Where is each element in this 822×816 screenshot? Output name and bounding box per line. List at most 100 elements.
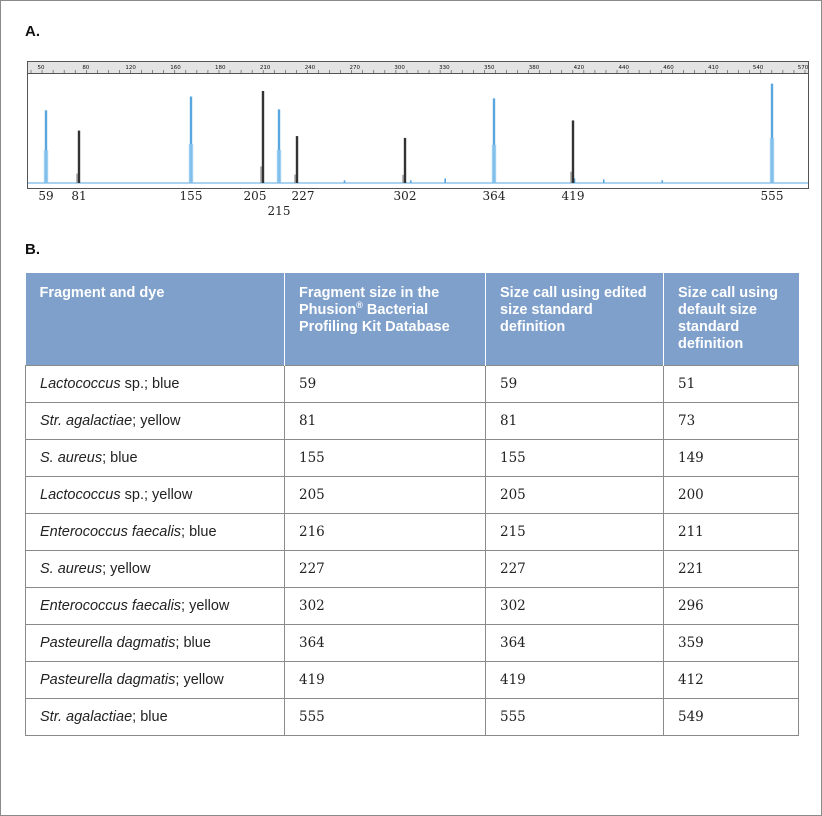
header-edited-size-call: Size call using edited size standard def… <box>485 273 664 366</box>
default-size-call-cell: 51 <box>663 365 799 403</box>
dye-name: ; blue <box>175 635 211 651</box>
registered-mark: ® <box>356 300 363 311</box>
edited-size-call-cell: 59 <box>485 365 664 403</box>
scale-tick-label: 420 <box>574 65 585 71</box>
edited-size-call-cell: 227 <box>485 550 664 588</box>
peak-label: 302 <box>393 189 417 203</box>
peak-label: 205 <box>243 189 267 203</box>
peak-shoulder <box>402 174 404 183</box>
peak-shoulder <box>769 138 775 183</box>
species-name: S. aureus <box>40 561 103 577</box>
peak-blue <box>770 83 774 183</box>
dye-name: sp.; blue <box>120 376 180 392</box>
scale-tick-label: 270 <box>350 65 361 71</box>
peak-yellow <box>295 136 299 183</box>
peak-shoulder <box>188 144 194 183</box>
dye-name: ; yellow <box>175 672 224 688</box>
edited-size-call-cell: 555 <box>485 698 664 736</box>
table-row: Str. agalactiae; yellow 81 81 73 <box>25 402 799 440</box>
table-row: S. aureus; yellow 227 227 221 <box>25 550 799 588</box>
fragment-dye-cell: Lactococcus sp.; yellow <box>25 476 285 514</box>
header-fragment-dye: Fragment and dye <box>25 273 285 366</box>
noise-peak <box>444 178 446 183</box>
scale-tick-label: 350 <box>484 65 495 71</box>
plot-border <box>27 61 809 189</box>
fragment-dye-cell: Enterococcus faecalis; blue <box>25 513 285 551</box>
dye-name: sp.; yellow <box>120 487 193 503</box>
scale-tick-label: 440 <box>618 65 629 71</box>
scale-tick-label: 570 <box>798 65 809 71</box>
species-name: Pasteurella dagmatis <box>40 672 176 688</box>
noise-peak <box>602 179 605 183</box>
default-size-call-cell: 359 <box>663 624 799 662</box>
table-row: Enterococcus faecalis; blue 216 215 211 <box>25 513 799 551</box>
fragment-size-cell: 59 <box>284 365 486 403</box>
table-row: S. aureus; blue 155 155 149 <box>25 439 799 477</box>
table-row: Lactococcus sp.; blue 59 59 51 <box>25 365 799 403</box>
table-row: Enterococcus faecalis; yellow 302 302 296 <box>25 587 799 625</box>
peak-shoulder <box>294 174 296 183</box>
peak-shoulder <box>43 150 49 183</box>
fragment-dye-cell: S. aureus; blue <box>25 439 285 477</box>
section-b-label: B. <box>25 241 40 258</box>
scale-tick-label: 50 <box>38 65 45 71</box>
fragment-size-cell: 364 <box>284 624 486 662</box>
scale-tick-label: 80 <box>82 65 89 71</box>
species-name: Lactococcus <box>40 376 121 392</box>
peak-shoulder <box>491 144 497 183</box>
default-size-call-cell: 73 <box>663 402 799 440</box>
edited-size-call-cell: 205 <box>485 476 664 514</box>
peak-blue <box>492 98 496 183</box>
edited-size-call-cell: 364 <box>485 624 664 662</box>
scale-tick-label: 300 <box>394 65 405 71</box>
peak-label: 419 <box>561 189 585 203</box>
peak-blue <box>189 96 193 183</box>
fragment-dye-cell: Lactococcus sp.; blue <box>25 365 285 403</box>
fragment-dye-cell: Str. agalactiae; blue <box>25 698 285 736</box>
peak-label: 81 <box>71 189 87 203</box>
peak-yellow <box>571 120 575 183</box>
peak-yellow <box>403 137 407 183</box>
electropherogram: 50 80 120 160 180 210 240 270 300 330 350 380 420 440… <box>27 61 809 189</box>
table-row: Lactococcus sp.; yellow 205 205 200 <box>25 476 799 514</box>
fragment-dye-cell: S. aureus; yellow <box>25 550 285 588</box>
fragment-size-cell: 302 <box>284 587 486 625</box>
species-name: Enterococcus faecalis <box>40 524 182 540</box>
peak-label: 364 <box>482 189 506 203</box>
scale-tick-label: 540 <box>753 65 764 71</box>
header-default-size-call: Size call using default size standard de… <box>663 273 799 366</box>
peak-blue <box>277 109 281 183</box>
noise-peak <box>343 180 346 183</box>
peak-label: 155 <box>179 189 203 203</box>
fragment-size-cell: 555 <box>284 698 486 736</box>
dye-name: ; yellow <box>132 413 181 429</box>
size-call-table: Fragment and dye Fragment size in the Ph… <box>25 273 799 736</box>
fragment-size-cell: 81 <box>284 402 486 440</box>
fragment-size-cell: 216 <box>284 513 486 551</box>
dye-name: ; blue <box>181 524 217 540</box>
fragment-dye-cell: Str. agalactiae; yellow <box>25 402 285 440</box>
peak-shoulder <box>76 173 78 183</box>
edited-size-call-cell: 419 <box>485 661 664 699</box>
peak-label: 59 <box>38 189 54 203</box>
scale-tick-label: 410 <box>708 65 719 71</box>
edited-size-call-cell: 215 <box>485 513 664 551</box>
section-a-label: A. <box>25 23 40 40</box>
peak-shoulder <box>260 166 262 183</box>
peak-blue <box>44 110 48 183</box>
header-fragment-size: Fragment size in the Phusion® Bacterial … <box>284 273 486 366</box>
default-size-call-cell: 149 <box>663 439 799 477</box>
noise-peak <box>409 180 412 183</box>
scale-tick-label: 120 <box>125 65 136 71</box>
species-name: Enterococcus faecalis <box>40 598 182 614</box>
peak-yellow <box>77 130 81 183</box>
scale-bar <box>27 61 809 74</box>
fragment-dye-cell: Enterococcus faecalis; yellow <box>25 587 285 625</box>
species-name: Pasteurella dagmatis <box>40 635 176 651</box>
dye-name: ; yellow <box>102 561 151 577</box>
default-size-call-cell: 296 <box>663 587 799 625</box>
species-name: Lactococcus <box>40 487 121 503</box>
scale-tick-label: 460 <box>663 65 674 71</box>
electropherogram-plot: 50 80 120 160 180 210 240 270 300 330 350 380 420 440… <box>27 61 809 189</box>
peak-yellow <box>261 91 265 183</box>
